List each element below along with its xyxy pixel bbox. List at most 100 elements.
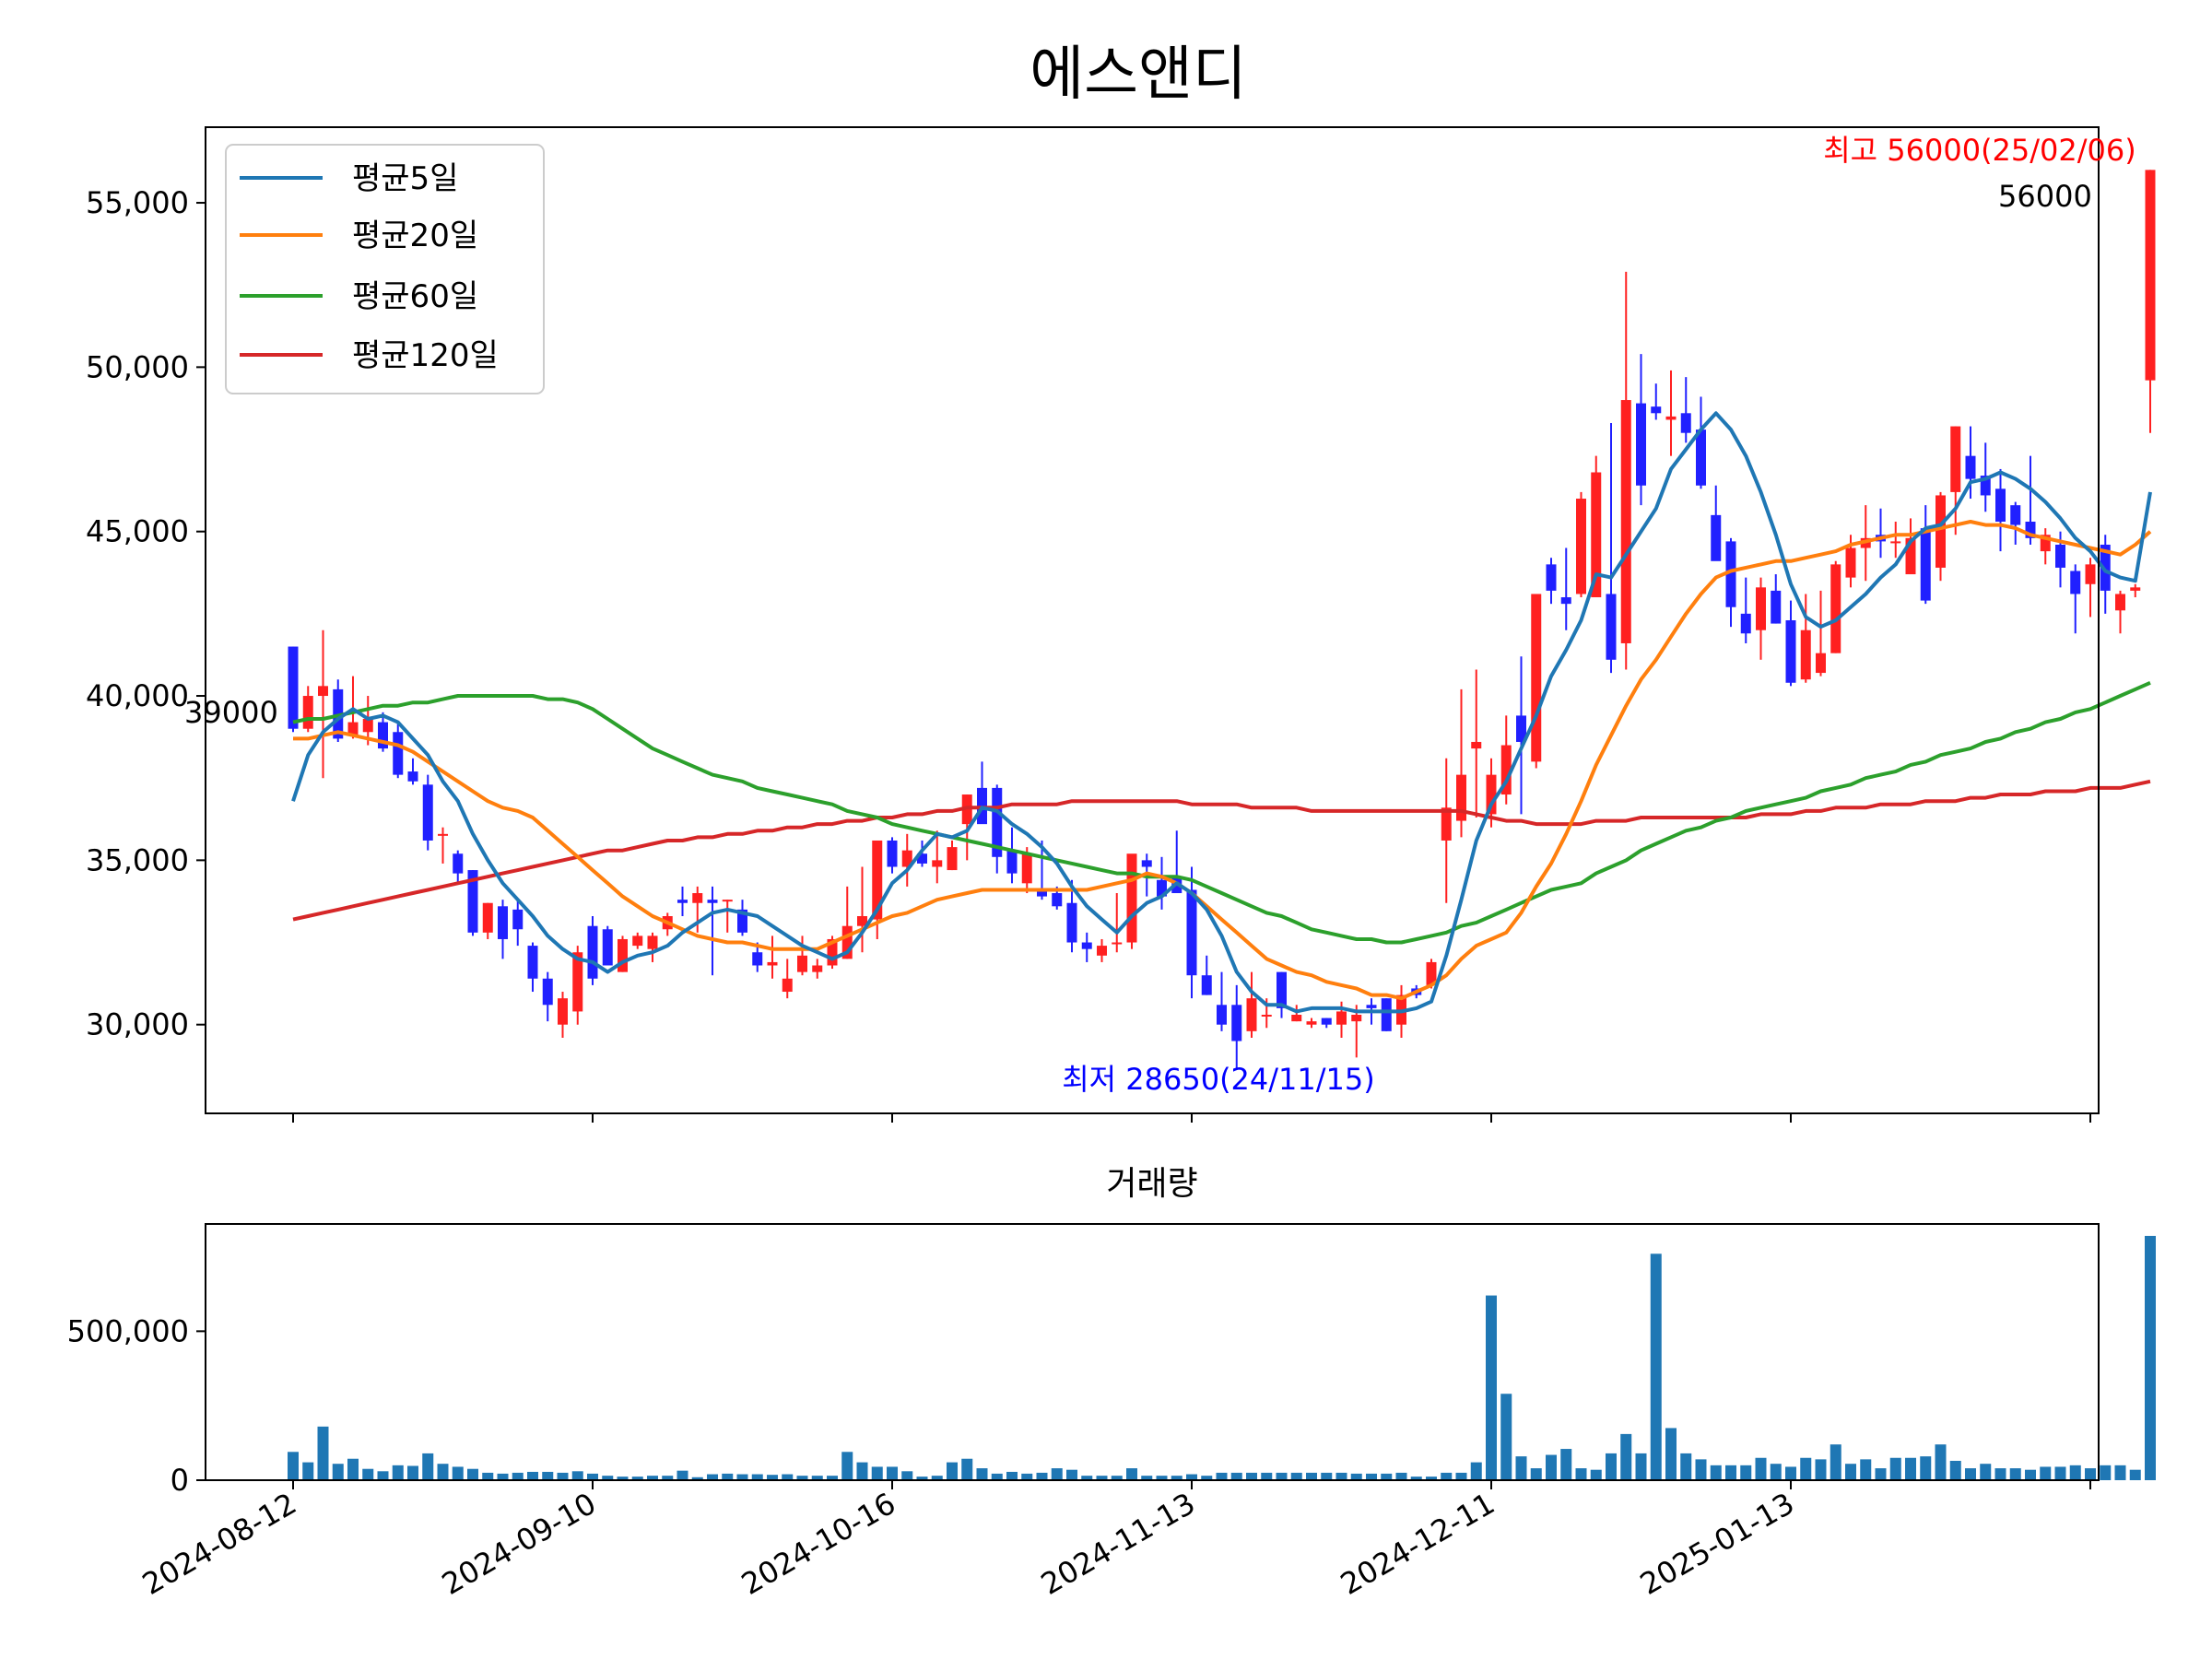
candle xyxy=(841,886,853,959)
candle xyxy=(782,959,793,999)
candle xyxy=(1126,853,1137,949)
candle-body xyxy=(1157,879,1167,897)
candle xyxy=(1950,426,1961,535)
candle-body xyxy=(1995,488,2006,522)
candle-body xyxy=(2100,544,2111,591)
volume-bar xyxy=(437,1464,449,1480)
candle xyxy=(1321,1018,1332,1029)
candle-body xyxy=(1351,1015,1362,1022)
candle-body xyxy=(467,870,478,933)
candle xyxy=(767,935,778,979)
candle-body xyxy=(602,929,613,966)
volume-bar xyxy=(587,1473,598,1480)
candle xyxy=(887,837,898,874)
volume-bar xyxy=(647,1476,658,1480)
candle-body xyxy=(1636,403,1646,486)
candle xyxy=(542,971,553,1022)
candle xyxy=(1591,455,1602,598)
candle-body xyxy=(1321,1018,1332,1025)
candle-body xyxy=(752,952,763,966)
volume-bar xyxy=(467,1468,478,1480)
candle-body xyxy=(857,916,867,926)
candle xyxy=(2040,528,2051,565)
volume-bar xyxy=(931,1476,943,1480)
candle-body xyxy=(992,787,1003,857)
volume-bar xyxy=(1395,1472,1407,1480)
candle-body xyxy=(1052,893,1063,907)
candle xyxy=(1756,577,1766,660)
volume-bar xyxy=(1515,1456,1527,1480)
candle xyxy=(1725,537,1736,628)
candle xyxy=(1696,396,1706,489)
candle xyxy=(647,932,658,962)
volume-bar xyxy=(1290,1472,1302,1480)
volume-bar xyxy=(1455,1472,1467,1480)
candle xyxy=(2010,501,2021,545)
candle-body xyxy=(797,955,807,972)
candle-body xyxy=(887,840,898,867)
candle xyxy=(1066,879,1077,953)
candle-body xyxy=(872,840,883,920)
candle xyxy=(1306,1018,1317,1029)
volume-bar xyxy=(1470,1462,1482,1480)
candle-body xyxy=(438,833,448,836)
volume-bar xyxy=(691,1477,703,1480)
volume-bar xyxy=(1725,1465,1736,1480)
volume-bar xyxy=(1935,1444,1947,1480)
candle-body xyxy=(1651,406,1662,414)
volume-bar xyxy=(782,1474,794,1480)
candle-body xyxy=(618,938,628,972)
candle-body xyxy=(1771,590,1782,624)
volume-bar xyxy=(1770,1464,1782,1480)
candle-body xyxy=(2085,564,2096,584)
candle-body xyxy=(407,771,418,782)
candle-body xyxy=(1217,1005,1227,1025)
volume-title: 거래량 xyxy=(1106,1165,1197,1203)
volume-bar xyxy=(1650,1253,1662,1480)
volume-bar xyxy=(1126,1468,1137,1480)
volume-bar xyxy=(947,1462,958,1480)
volume-bar xyxy=(1111,1476,1123,1480)
volume-bar xyxy=(2129,1469,2141,1480)
candle xyxy=(1157,856,1167,910)
ma20-line xyxy=(293,520,2152,1001)
candle xyxy=(737,900,747,936)
candle-body xyxy=(1516,715,1526,742)
candle-body xyxy=(1037,889,1047,897)
volume-bar xyxy=(452,1466,464,1480)
candle-body xyxy=(1306,1021,1317,1025)
volume-bar xyxy=(991,1473,1003,1480)
volume-bar xyxy=(827,1476,838,1480)
volume-bar xyxy=(811,1476,823,1480)
candle-body xyxy=(737,909,747,933)
chart-title: 에스앤디 xyxy=(1030,41,1247,109)
candle xyxy=(2025,455,2036,545)
volume-bar xyxy=(497,1473,509,1480)
candle xyxy=(1936,491,1946,582)
candle xyxy=(1217,971,1227,1031)
candle-body xyxy=(422,784,433,841)
candle xyxy=(1711,485,1722,561)
candle xyxy=(602,925,613,966)
candle-body xyxy=(482,902,493,933)
volume-bar xyxy=(1845,1464,1856,1480)
candle-body xyxy=(1756,587,1766,630)
volume-bar xyxy=(751,1474,763,1480)
price-y-tick-label: 35,000 xyxy=(86,842,189,877)
candle-body xyxy=(947,847,958,871)
volume-bar xyxy=(1994,1468,2006,1480)
volume-bar xyxy=(1949,1460,1961,1480)
volume-bar xyxy=(377,1471,389,1480)
candle-body xyxy=(1740,613,1751,634)
ma120-line xyxy=(292,779,2151,922)
volume-bar xyxy=(1830,1444,1841,1480)
candle xyxy=(1890,522,1901,559)
volume-bar xyxy=(841,1452,853,1480)
volume-bar xyxy=(1800,1457,1812,1480)
volume-bar xyxy=(1246,1472,1257,1480)
candle-body xyxy=(347,722,359,735)
candle-body xyxy=(677,900,688,903)
price-y-tick-label: 55,000 xyxy=(86,185,189,220)
candle-body xyxy=(288,646,299,729)
